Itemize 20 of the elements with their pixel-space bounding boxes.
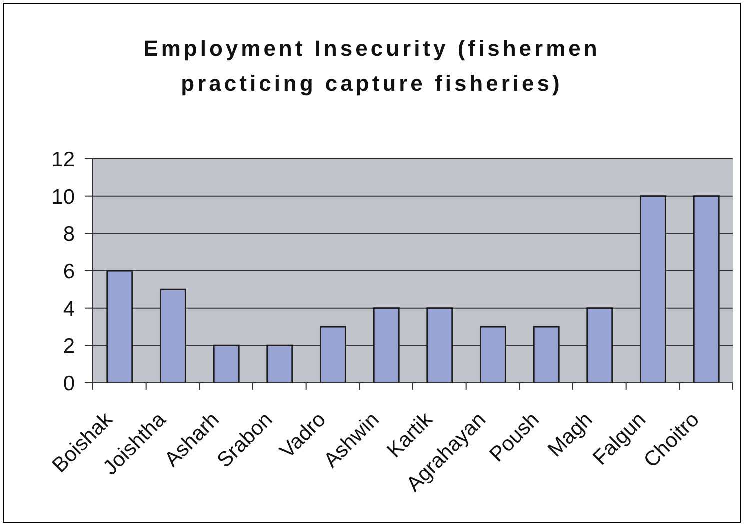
bar bbox=[373, 308, 400, 383]
y-tick-label: 10 bbox=[52, 186, 75, 209]
bar bbox=[640, 196, 666, 383]
y-tick-label: 6 bbox=[63, 260, 75, 284]
bar bbox=[160, 288, 186, 383]
bar bbox=[533, 326, 560, 383]
bar bbox=[426, 308, 454, 383]
bar bbox=[320, 326, 346, 383]
y-tick-label: 4 bbox=[63, 298, 76, 321]
bar bbox=[480, 326, 506, 383]
bar bbox=[586, 308, 614, 383]
chart-title: Employment Insecurity (fishermen practicing capture fisheries) bbox=[142, 35, 602, 98]
bar bbox=[213, 344, 240, 383]
y-tick-label: 0 bbox=[63, 372, 75, 396]
y-tick-label: 2 bbox=[63, 335, 75, 358]
bar bbox=[693, 196, 720, 383]
bar bbox=[266, 344, 294, 383]
y-tick-label: 12 bbox=[52, 148, 75, 172]
y-tick-label: 8 bbox=[63, 223, 75, 246]
bar bbox=[106, 270, 134, 383]
